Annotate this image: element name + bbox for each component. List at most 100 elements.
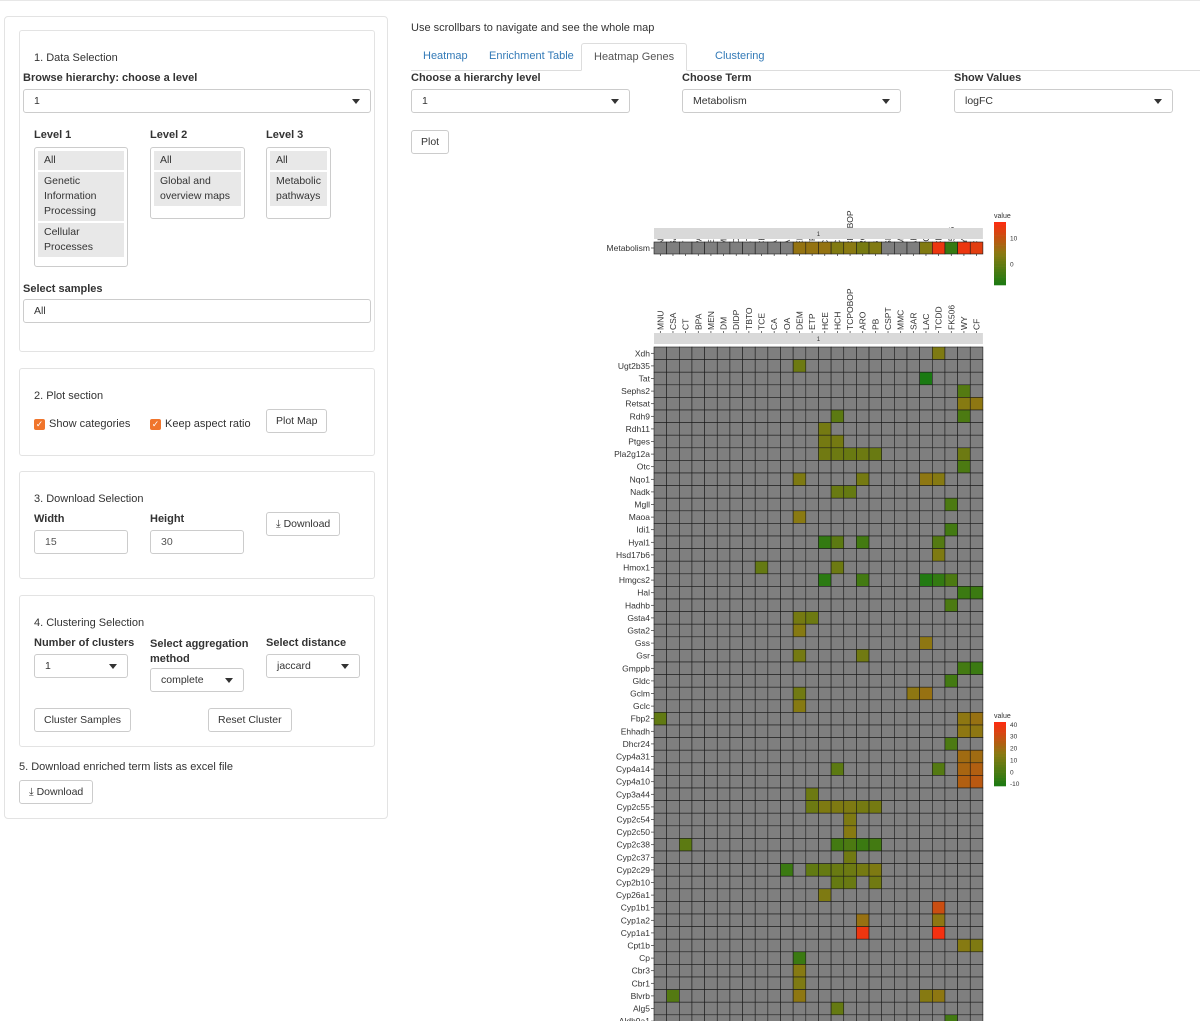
show-values-select[interactable]: logFC — [954, 89, 1173, 113]
heatmap-cell — [818, 649, 832, 663]
width-input[interactable]: 15 — [34, 530, 128, 554]
level1-multiselect[interactable]: All Genetic Information Processing Cellu… — [34, 147, 128, 267]
heatmap-cell — [704, 787, 718, 801]
heatmap-cell — [666, 623, 680, 638]
heatmap-cell — [969, 598, 984, 612]
heatmap-cell — [729, 926, 743, 940]
heatmap-cell — [704, 598, 718, 612]
heatmap-cell — [881, 888, 895, 902]
row-label: Gldc — [633, 676, 651, 686]
level3-option[interactable]: Metabolic pathways — [270, 172, 327, 206]
heatmap-cell — [818, 749, 832, 764]
heatmap-cell — [843, 422, 857, 436]
heatmap-cell — [780, 371, 794, 386]
heatmap-cell — [729, 346, 743, 360]
browse-hierarchy-select[interactable]: 1 — [23, 89, 371, 113]
heatmap-cell — [868, 586, 882, 600]
plot-button[interactable]: Plot — [411, 130, 450, 154]
heatmap-cell — [716, 762, 731, 776]
heatmap-cell — [931, 850, 946, 864]
heatmap-cell — [653, 737, 667, 751]
legend-swatch — [994, 243, 1006, 246]
reset-cluster-button[interactable]: Reset Cluster — [208, 708, 292, 732]
download-enriched-button[interactable]: ⤓ Download — [19, 780, 94, 804]
legend-swatch — [994, 229, 1006, 233]
distance-select[interactable]: jaccard — [266, 654, 360, 678]
heatmap-cell — [742, 712, 756, 726]
heatmap-cell — [691, 850, 705, 864]
heatmap-cell — [944, 787, 958, 801]
heatmap-cell — [729, 497, 743, 512]
level1-option[interactable]: Genetic Information Processing — [38, 172, 124, 221]
heatmap-cell — [894, 938, 908, 953]
heatmap-cell — [919, 447, 933, 461]
heatmap-cell — [931, 485, 946, 499]
heatmap-cell — [881, 775, 895, 789]
row-label: Cp — [639, 953, 650, 963]
heatmap-cell — [830, 964, 845, 978]
row-label: Hal — [637, 588, 650, 598]
heatmap-cell — [767, 447, 781, 461]
heatmap-cell — [767, 850, 781, 864]
level1-option[interactable]: Cellular Processes — [38, 223, 124, 257]
tab-clustering[interactable]: Clustering — [715, 50, 765, 62]
heatmap-cell — [868, 825, 882, 839]
heatmap-cell — [805, 371, 819, 386]
heatmap-cell — [919, 812, 933, 827]
heatmap-cell — [931, 434, 946, 449]
heatmap-cell — [653, 611, 667, 625]
heatmap-cell — [830, 926, 845, 940]
heatmap-cell — [767, 913, 781, 927]
legend-tick-label: 0 — [1010, 769, 1014, 776]
level3-multiselect[interactable]: All Metabolic pathways — [266, 147, 331, 219]
level2-option[interactable]: Global and overview maps — [154, 172, 241, 206]
heatmap-cell — [792, 888, 807, 902]
heatmap-cell — [830, 989, 845, 1003]
height-input[interactable]: 30 — [150, 530, 244, 554]
cluster-samples-button[interactable]: Cluster Samples — [34, 708, 132, 732]
heatmap-cell — [906, 712, 920, 726]
heatmap-cell — [906, 938, 920, 953]
heatmap-cell — [818, 699, 832, 713]
level3-option[interactable]: All — [270, 151, 327, 170]
download-plot-button[interactable]: ⤓ Download — [266, 512, 341, 536]
heatmap-cell — [906, 737, 920, 751]
scroll-hint: Use scrollbars to navigate and see the w… — [411, 22, 655, 34]
show-categories-checkbox[interactable]: ✓ — [34, 419, 45, 430]
nclusters-select[interactable]: 1 — [34, 654, 128, 678]
heatmap-cell — [830, 901, 845, 915]
heatmap-cell — [881, 611, 895, 625]
heatmap-cell — [830, 586, 845, 600]
level2-option[interactable]: All — [154, 151, 241, 170]
plot-map-button[interactable]: Plot Map — [266, 409, 328, 433]
heatmap-cell — [742, 775, 756, 789]
heatmap-cell — [729, 989, 743, 1003]
choose-term-select[interactable]: Metabolism — [682, 89, 901, 113]
legend-swatch — [994, 227, 1006, 231]
heatmap-cell — [653, 371, 667, 386]
tab-enrichment-table[interactable]: Enrichment Table — [489, 50, 574, 62]
select-samples-input[interactable]: All — [23, 299, 371, 323]
heatmap-cell — [931, 699, 946, 713]
tab-heatmap-genes[interactable]: Heatmap Genes — [581, 43, 688, 71]
heatmap-cell — [780, 649, 794, 663]
heatmap-cell — [653, 346, 667, 360]
level1-option[interactable]: All — [38, 151, 124, 170]
heatmap-cell — [919, 573, 933, 587]
heatmap-cell — [894, 422, 908, 436]
heatmap-cell — [742, 964, 756, 978]
heatmap-cell — [805, 812, 819, 827]
tab-heatmap[interactable]: Heatmap — [423, 50, 468, 62]
heatmap-cell — [969, 850, 984, 864]
legend-swatch — [994, 256, 1006, 260]
show-values-value: logFC — [965, 95, 994, 107]
hierarchy-level-select[interactable]: 1 — [411, 89, 630, 113]
heatmap-cell — [716, 611, 731, 625]
keep-aspect-checkbox[interactable]: ✓ — [150, 419, 161, 430]
heatmap-cell — [944, 800, 958, 814]
heatmap-cell — [818, 573, 832, 587]
heatmap-cell — [805, 409, 819, 423]
aggregation-select[interactable]: complete — [150, 668, 244, 692]
heatmap-cell — [881, 875, 895, 890]
level2-multiselect[interactable]: All Global and overview maps — [150, 147, 245, 219]
